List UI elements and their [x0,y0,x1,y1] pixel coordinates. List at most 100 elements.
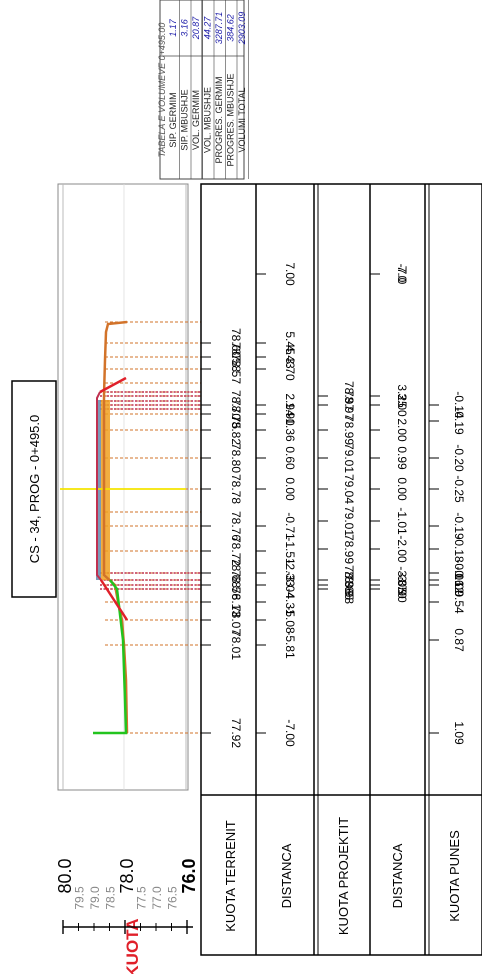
terrain-distance: -7.00 [283,719,297,747]
terrain-distance: -2.33 [283,559,297,587]
project-elevation: 78.99 [342,415,356,445]
terrain-distance: -1.51 [283,537,297,565]
volume-row-label: SIP. MBUSHJE [180,89,190,150]
fill-area [101,400,110,580]
volume-row-value: 3287.71 [214,12,224,45]
terrain-elevation: 78.01 [229,630,243,660]
volume-row-label: SIP. GERMIM [168,92,178,147]
axis-minor-label: 77.0 [150,886,164,910]
project-distance: 0.99 [395,446,409,470]
project-elevation: 79.01 [342,443,356,473]
row-label-kuota-terrenit: KUOTA TERRENIT [223,820,238,932]
volume-row-value: 3.16 [180,19,190,37]
axis-minor-label: 76.5 [166,886,180,910]
terrain-distance: 1.36 [283,418,297,442]
profile-table: KUOTA TERRENIT DISTANCA KUOTA PROJEKTIT DIS… [200,183,482,956]
volume-row-label: VOL. GERMIM [191,90,201,150]
plot-frame [57,183,189,791]
terrain-elevation: 78.60 [229,328,243,358]
terrain-elevation: 78.75 [229,399,243,429]
red-slope-left [99,579,129,621]
terrain-distance: 0.60 [283,446,297,470]
project-elevation: 78.96 [342,565,356,595]
kuota-axis-title: KUOTA [123,918,142,974]
terrain-elevation: 77.92 [229,718,243,748]
title-box [11,380,57,598]
terrain-elevation: 78.07 [229,605,243,635]
project-distance: -2.00 [395,535,409,563]
project-distance: -3.05 [395,566,409,594]
work-elevation: -0.18 [452,535,466,563]
terrain-elevation: 78.72 [229,536,243,566]
work-elevation: -0.20 [452,444,466,472]
volume-row-value: 2903.09 [237,12,247,46]
project-distance: -7.0 [395,264,409,285]
project-distance: -1.01 [395,507,409,535]
axis-major-label: 76.0 [179,858,199,893]
terrain-elevation: 78.56 [229,570,243,600]
row-label-distanca: DISTANCA [390,843,405,908]
volume-row-value: 384.62 [226,14,236,42]
volume-row-value: 1.17 [168,18,178,37]
project-elevation: 78.85 [342,570,356,600]
work-elevation: -0.16 [452,559,466,587]
terrain-distance: -4.31 [283,588,297,616]
terrain-elevation: 78.13 [229,587,243,617]
axis-minor-label: 77.5 [135,886,149,910]
project-elevation: 78.97 [342,381,356,411]
red-slope-right [99,376,127,394]
volume-row-value: 20.87 [191,16,201,41]
terrain-distance: 0.00 [283,477,297,501]
volume-row-label: VOL. MBUSHJE [203,87,213,153]
axis-minor-label: 78.5 [104,886,118,910]
volume-row-value: 44.27 [203,16,213,40]
section-title: CS - 34, PROG - 0+495.0 [27,415,42,563]
work-elevation: -0.19 [452,407,466,435]
project-elevation: 78.99 [342,534,356,564]
axis-minor-label: 79.5 [73,886,87,910]
drop-lines [100,321,201,734]
terrain-elevation: 78.70 [229,390,243,420]
project-distance: -3.90 [395,575,409,603]
terrain-distance: -0.71 [283,512,297,540]
row-label-kuota-projektit: KUOTA PROJEKTIT [336,817,351,935]
terrain-distance: 4.43 [283,345,297,369]
project-distance: 7.0 [395,266,409,283]
terrain-elevation: 78.80 [229,443,243,473]
project-distance: -3.70 [395,571,409,599]
terrain-elevation: 78.58 [229,342,243,372]
work-elevation: 0.09 [452,573,466,597]
project-distance: 0.00 [395,477,409,501]
work-elevation: 0.54 [452,590,466,614]
green-ground-line [93,579,128,735]
volume-row-label: VOLUMI TOTAL [237,87,247,152]
terrain-elevation: 78.57 [229,354,243,384]
volume-row-label: PROGRES. GERMIM [214,76,224,163]
terrain-distance: 7.00 [283,262,297,286]
work-elevation: -0.25 [452,475,466,503]
project-elevation: 78.98 [342,574,356,604]
project-distance: 3.25 [395,384,409,408]
terrain-elevation: 78.82 [229,415,243,445]
terrain-distance: 5.45 [283,331,297,355]
volume-table: TABELA E VOLUMEVE 0+495.00 SIP. GERMIM 1.1… [157,0,249,180]
volume-table-header: TABELA E VOLUMEVE 0+495.00 [157,23,167,158]
terrain-elevation: 78.78 [229,474,243,504]
project-elevation: 79.04 [342,474,356,504]
terrain-elevation: 78.76 [229,511,243,541]
terrain-distance: -3.04 [283,571,297,599]
work-elevation: 0.87 [452,628,466,652]
axis-major-label: 80.0 [55,858,75,893]
project-line [96,391,102,581]
project-distance: 3.00 [395,393,409,417]
terrain-distance: -5.81 [283,631,297,659]
terrain-distance: 3.70 [283,357,297,381]
project-elevation: 79.01 [342,506,356,536]
project-elevation: 78.97 [342,390,356,420]
volume-row-label: PROGRES. MBUSHJE [226,73,236,166]
work-elevation: 1.09 [452,721,466,745]
axis-major-label: 78.0 [117,858,137,893]
elevation-axis: 80.0 78.0 76.0 79.5 79.0 78.5 77.5 77.0 76.5 [55,858,199,934]
